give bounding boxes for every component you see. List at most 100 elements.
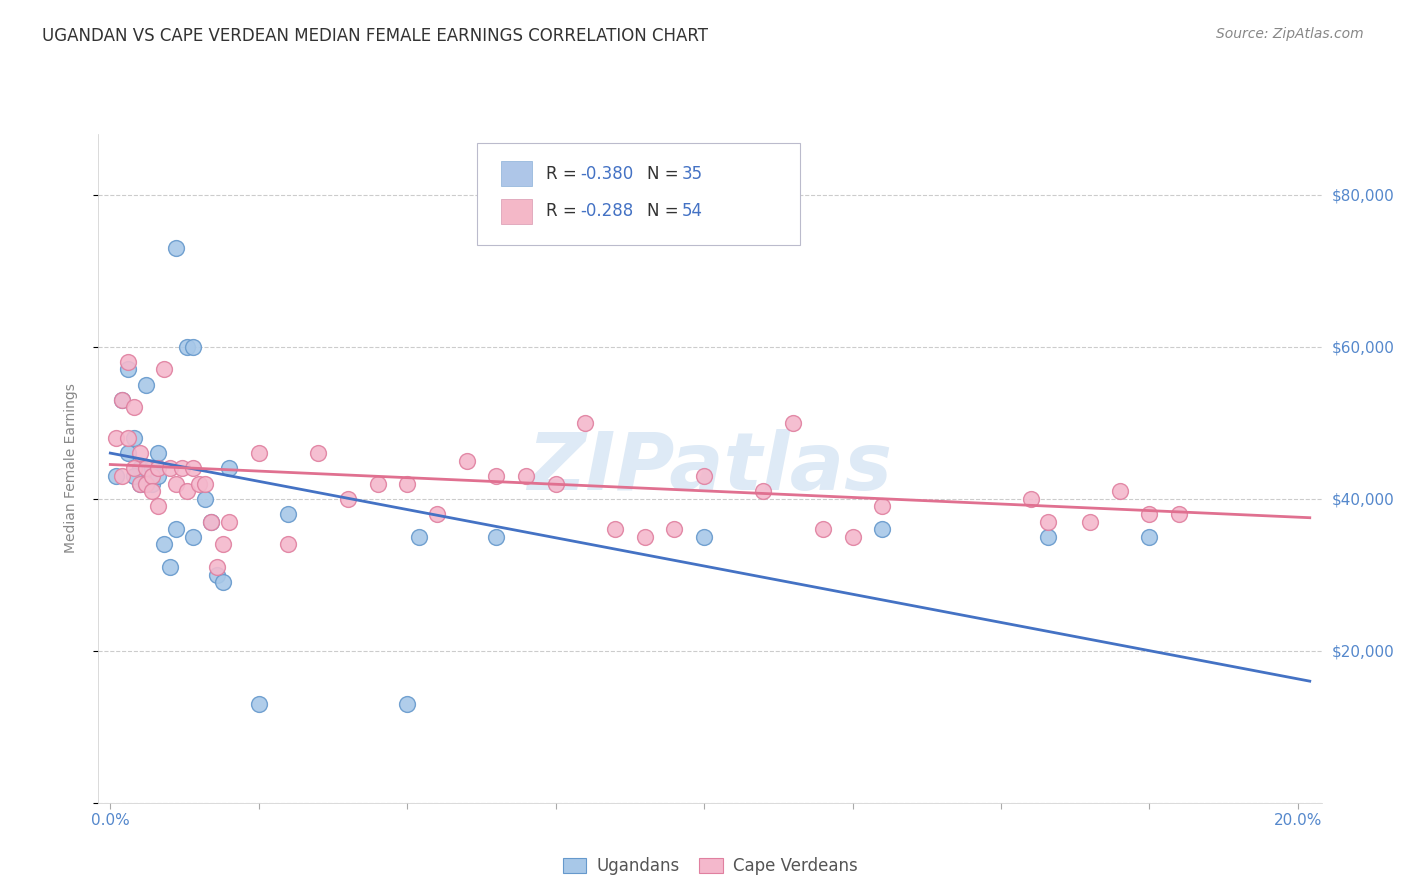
- Point: [247, 446, 270, 460]
- Point: [152, 362, 174, 376]
- Point: [135, 476, 157, 491]
- Point: [159, 461, 181, 475]
- Point: [456, 453, 478, 467]
- Text: -0.380: -0.380: [581, 165, 634, 183]
- Point: [247, 697, 270, 711]
- Text: UGANDAN VS CAPE VERDEAN MEDIAN FEMALE EARNINGS CORRELATION CHART: UGANDAN VS CAPE VERDEAN MEDIAN FEMALE EA…: [42, 27, 709, 45]
- Point: [1038, 530, 1060, 544]
- Point: [111, 392, 134, 407]
- Point: [146, 446, 169, 460]
- Text: Source: ZipAtlas.com: Source: ZipAtlas.com: [1216, 27, 1364, 41]
- Text: N =: N =: [647, 202, 683, 220]
- Legend: Ugandans, Cape Verdeans: Ugandans, Cape Verdeans: [555, 850, 865, 881]
- Point: [111, 392, 134, 407]
- Point: [105, 469, 128, 483]
- Point: [212, 575, 235, 590]
- Point: [205, 560, 228, 574]
- Point: [336, 491, 359, 506]
- Point: [634, 530, 657, 544]
- Point: [129, 446, 152, 460]
- Point: [277, 507, 299, 521]
- Point: [218, 515, 240, 529]
- Point: [603, 522, 626, 536]
- Point: [194, 491, 217, 506]
- Point: [200, 515, 222, 529]
- Point: [1078, 515, 1101, 529]
- Point: [396, 476, 419, 491]
- Point: [841, 530, 863, 544]
- Text: R =: R =: [546, 165, 582, 183]
- Point: [366, 476, 388, 491]
- Y-axis label: Median Female Earnings: Median Female Earnings: [63, 384, 77, 553]
- Point: [152, 537, 174, 551]
- Point: [1139, 507, 1161, 521]
- Text: N =: N =: [647, 165, 683, 183]
- Point: [111, 469, 134, 483]
- Point: [212, 537, 235, 551]
- Point: [1108, 484, 1130, 499]
- Point: [117, 355, 139, 369]
- Point: [117, 446, 139, 460]
- Text: R =: R =: [546, 202, 582, 220]
- Text: ZIPatlas: ZIPatlas: [527, 429, 893, 508]
- Point: [200, 515, 222, 529]
- Text: -0.288: -0.288: [581, 202, 634, 220]
- Point: [183, 340, 205, 354]
- Point: [544, 476, 567, 491]
- Point: [183, 530, 205, 544]
- Point: [159, 560, 181, 574]
- Point: [307, 446, 329, 460]
- Point: [165, 522, 187, 536]
- Point: [122, 469, 145, 483]
- Point: [141, 484, 163, 499]
- Text: 35: 35: [682, 165, 703, 183]
- Point: [146, 500, 169, 514]
- Point: [194, 476, 217, 491]
- Point: [811, 522, 834, 536]
- Point: [165, 476, 187, 491]
- Point: [1139, 530, 1161, 544]
- Point: [122, 401, 145, 415]
- Point: [117, 362, 139, 376]
- Text: 54: 54: [682, 202, 703, 220]
- Point: [117, 431, 139, 445]
- Point: [426, 507, 449, 521]
- Point: [1038, 515, 1060, 529]
- Point: [870, 522, 893, 536]
- Point: [574, 416, 596, 430]
- Point: [141, 461, 163, 475]
- Point: [176, 340, 198, 354]
- Point: [205, 567, 228, 582]
- Point: [396, 697, 419, 711]
- Point: [146, 469, 169, 483]
- Point: [188, 476, 211, 491]
- Point: [183, 461, 205, 475]
- Point: [870, 500, 893, 514]
- Point: [664, 522, 686, 536]
- Point: [485, 469, 508, 483]
- Point: [1019, 491, 1042, 506]
- Point: [170, 461, 193, 475]
- Point: [129, 461, 152, 475]
- Point: [135, 377, 157, 392]
- Point: [693, 530, 716, 544]
- Point: [135, 461, 157, 475]
- Point: [515, 469, 537, 483]
- Point: [218, 461, 240, 475]
- Point: [122, 461, 145, 475]
- Point: [752, 484, 775, 499]
- Point: [165, 241, 187, 255]
- Point: [485, 530, 508, 544]
- Point: [693, 469, 716, 483]
- Point: [122, 431, 145, 445]
- Point: [105, 431, 128, 445]
- Point: [141, 476, 163, 491]
- Point: [782, 416, 804, 430]
- Point: [277, 537, 299, 551]
- Point: [1168, 507, 1191, 521]
- Point: [129, 476, 152, 491]
- Point: [408, 530, 430, 544]
- Point: [135, 476, 157, 491]
- Point: [176, 484, 198, 499]
- Point: [141, 469, 163, 483]
